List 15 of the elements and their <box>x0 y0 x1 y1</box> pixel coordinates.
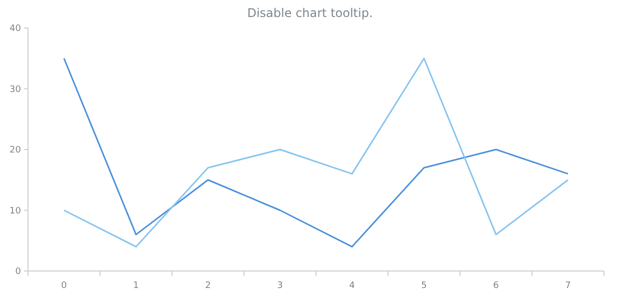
y-tick-label: 0 <box>15 267 22 278</box>
line-series <box>63 58 569 248</box>
y-tick-label: 20 <box>10 146 22 156</box>
x-tick-label: 4 <box>349 281 356 291</box>
y-tick-label: 10 <box>10 206 22 216</box>
x-tick-label: 2 <box>205 281 211 291</box>
y-tick-label: 40 <box>10 24 22 34</box>
x-tick-label: 5 <box>421 281 427 291</box>
chart-title: Disable chart tooltip. <box>247 6 373 20</box>
x-tick-label: 1 <box>133 281 139 291</box>
x-tick-label: 3 <box>277 281 283 291</box>
y-tick-label: 30 <box>10 84 22 95</box>
x-tick-label: 0 <box>61 281 68 291</box>
x-tick-label: 7 <box>565 281 571 291</box>
x-tick-label: 6 <box>493 281 500 291</box>
